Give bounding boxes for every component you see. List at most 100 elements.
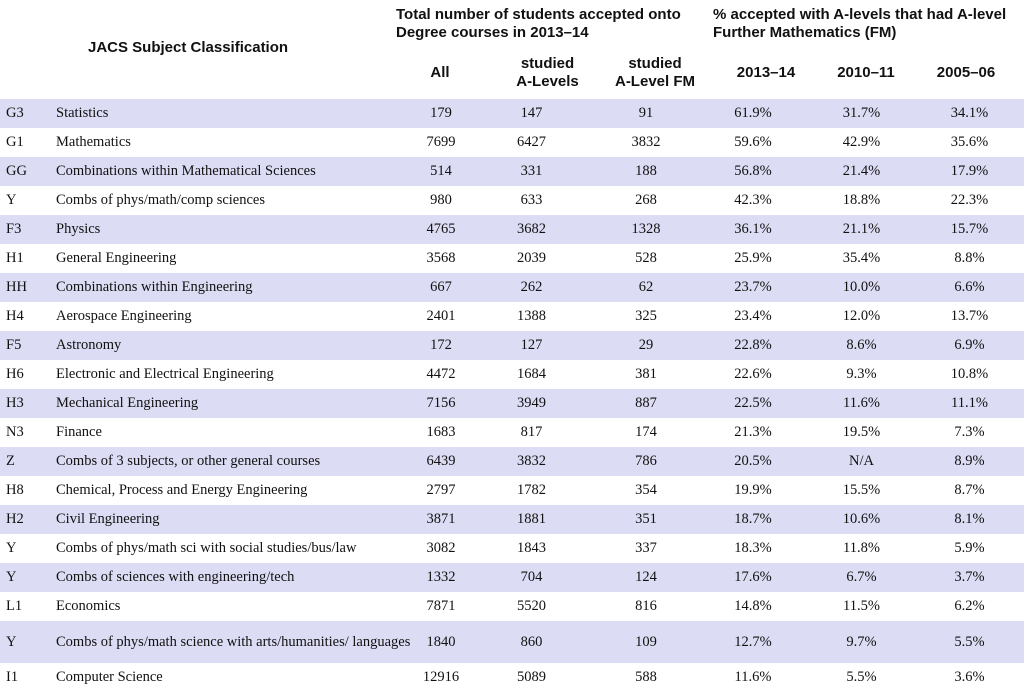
- cell-all: 980: [430, 192, 452, 208]
- cell-all: 667: [413, 273, 469, 302]
- cell-alevels: 3682: [469, 215, 594, 244]
- subject-code: L1: [6, 598, 23, 614]
- cell-fm: 109: [594, 621, 698, 663]
- table-row: N3 Finance 1683 817 174 21.3% 19.5% 7.3%: [0, 418, 1024, 447]
- table-row: H4 Aerospace Engineering 2401 1388 325 23.4% 1…: [0, 302, 1024, 331]
- table-row: H2 Civil Engineering 3871 1881 351 18.7% 10.6%…: [0, 505, 1024, 534]
- cell-fm: 3832: [631, 134, 661, 150]
- table-row: GG Combinations within Mathematical Scien…: [0, 157, 1024, 186]
- cell-pct-2010: 8.6%: [808, 331, 915, 360]
- cell-pct-2005: 22.3%: [950, 192, 989, 208]
- cell-pct-2010: 6.7%: [808, 563, 915, 592]
- cell-all: 3568: [426, 250, 456, 266]
- cell-alevels: 633: [520, 192, 543, 208]
- cell-all: 6439: [413, 447, 469, 476]
- cell-pct-2005: 3.6%: [954, 669, 985, 685]
- subject-name: Computer Science: [56, 669, 163, 685]
- cell-alevels: 1684: [517, 366, 546, 382]
- cell-alevels: 147: [469, 99, 594, 128]
- cell-pct-2010: 11.6%: [808, 389, 915, 418]
- pct-group-header-line1: % accepted with A-levels that had A-leve…: [713, 6, 1007, 23]
- cell-fm: 268: [635, 192, 657, 208]
- table-row: Y Combs of phys/math science with arts/hu…: [0, 621, 1024, 663]
- cell-all: 4472: [426, 366, 456, 382]
- cell-all: 172: [413, 331, 469, 360]
- table-row: G3 Statistics 179 147 91 61.9% 31.7% 34.1%: [0, 99, 1024, 128]
- subject-name: Combs of 3 subjects, or other general co…: [56, 447, 413, 476]
- cell-pct-2005: 6.6%: [915, 273, 1024, 302]
- cell-pct-2013: 22.6%: [734, 366, 772, 382]
- subject-code: Y: [0, 621, 56, 663]
- subject-code: HH: [0, 273, 56, 302]
- cell-all: 7699: [426, 134, 456, 150]
- cell-pct-2010: 18.8%: [842, 192, 881, 208]
- subject-code: Y: [6, 192, 17, 208]
- subject-name: Physics: [56, 215, 413, 244]
- cell-all: 4765: [413, 215, 469, 244]
- cell-alevels: 860: [469, 621, 594, 663]
- cell-pct-2013: 14.8%: [734, 598, 772, 614]
- cell-fm: 325: [635, 308, 657, 324]
- cell-all: 7871: [426, 598, 456, 614]
- cell-fm: 91: [594, 99, 698, 128]
- cell-fm: 351: [594, 505, 698, 534]
- subject-name: Combinations within Mathematical Science…: [56, 157, 413, 186]
- cell-pct-2005: 35.6%: [950, 134, 989, 150]
- cell-all: 1840: [413, 621, 469, 663]
- cell-fm: 786: [594, 447, 698, 476]
- table-row: Y Combs of phys/math/comp sciences 980 633 2…: [0, 186, 1024, 215]
- cell-pct-2013: 25.9%: [734, 250, 772, 266]
- subject-code: I1: [6, 669, 19, 685]
- subject-code: Y: [0, 563, 56, 592]
- cell-pct-2010: 42.9%: [842, 134, 881, 150]
- cell-fm: 381: [635, 366, 657, 382]
- subject-code: H8: [6, 482, 24, 498]
- col-header-alevels-line2: A-Levels: [516, 73, 579, 90]
- table-row: HH Combinations within Engineering 667 262 6…: [0, 273, 1024, 302]
- cell-pct-2005: 8.9%: [915, 447, 1024, 476]
- cell-fm: 337: [635, 540, 657, 556]
- cell-pct-2013: 59.6%: [734, 134, 772, 150]
- cell-pct-2005: 5.5%: [915, 621, 1024, 663]
- cell-fm: 1328: [594, 215, 698, 244]
- subject-code: Y: [6, 540, 17, 556]
- col-header-2013: 2013–14: [736, 64, 796, 81]
- table-row: I1 Computer Science 12916 5089 588 11.6% 5.5% 3…: [0, 663, 1024, 692]
- cell-alevels: 3949: [469, 389, 594, 418]
- subject-name: Combinations within Engineering: [56, 273, 413, 302]
- cell-all: 1683: [426, 424, 456, 440]
- cell-pct-2005: 7.3%: [954, 424, 985, 440]
- col-header-2010: 2010–11: [837, 64, 895, 81]
- cell-pct-2010: N/A: [808, 447, 915, 476]
- cell-alevels: 704: [469, 563, 594, 592]
- subject-name: Astronomy: [56, 331, 413, 360]
- cell-all: 179: [413, 99, 469, 128]
- subject-name: Electronic and Electrical Engineering: [56, 366, 274, 382]
- cell-alevels: 331: [469, 157, 594, 186]
- cell-pct-2010: 35.4%: [842, 250, 881, 266]
- col-header-all: All: [430, 64, 450, 81]
- col-header-fm-line2: A-Level FM: [614, 73, 695, 90]
- table-body: G3 Statistics 179 147 91 61.9% 31.7% 34.1% G1 Mat…: [0, 99, 1024, 692]
- table-row: H1 General Engineering 3568 2039 528 25.9% 35.…: [0, 244, 1024, 273]
- cell-pct-2005: 6.2%: [954, 598, 985, 614]
- col-header-2005: 2005–06: [936, 64, 996, 81]
- cell-pct-2010: 10.6%: [808, 505, 915, 534]
- cell-fm: 528: [635, 250, 657, 266]
- cell-pct-2005: 15.7%: [915, 215, 1024, 244]
- subject-code: H3: [0, 389, 56, 418]
- cell-pct-2013: 23.4%: [734, 308, 772, 324]
- table-row: L1 Economics 7871 5520 816 14.8% 11.5% 6.2%: [0, 592, 1024, 621]
- cell-fm: 188: [594, 157, 698, 186]
- cell-fm: 588: [635, 669, 657, 685]
- cell-all: 3082: [426, 540, 456, 556]
- cell-fm: 354: [635, 482, 657, 498]
- cell-pct-2005: 11.1%: [915, 389, 1024, 418]
- cell-pct-2013: 19.9%: [734, 482, 772, 498]
- cell-pct-2005: 17.9%: [915, 157, 1024, 186]
- cell-fm: 174: [635, 424, 657, 440]
- cell-pct-2013: 23.7%: [698, 273, 808, 302]
- subject-code: G3: [0, 99, 56, 128]
- cell-pct-2013: 18.3%: [734, 540, 772, 556]
- subject-name: Combs of sciences with engineering/tech: [56, 563, 413, 592]
